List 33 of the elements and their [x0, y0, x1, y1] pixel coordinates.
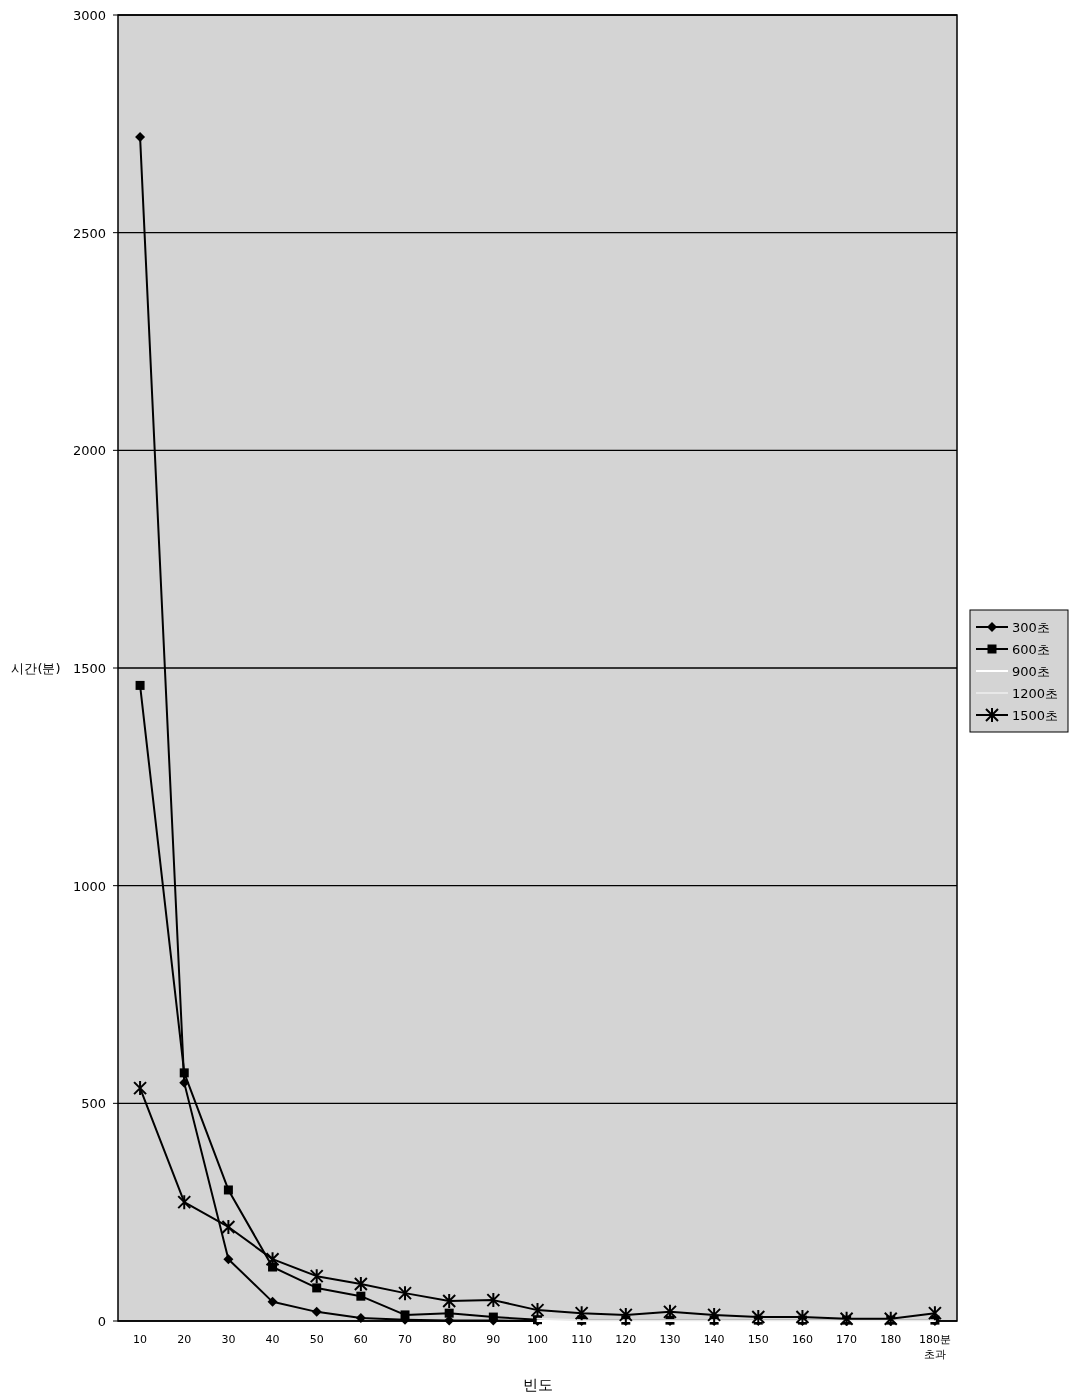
x-tick-label: 170 — [836, 1333, 858, 1346]
x-tick-label: 20 — [177, 1333, 192, 1346]
y-tick-label: 3000 — [72, 8, 106, 23]
legend-label: 1200초 — [1012, 686, 1059, 701]
x-tick-label: 140 — [703, 1333, 725, 1346]
y-tick-label: 1500 — [72, 661, 106, 676]
y-tick-label: 2500 — [72, 225, 106, 241]
y-tick-label: 1000 — [72, 878, 106, 894]
x-tick-label: 180분 초과 — [918, 1333, 951, 1361]
x-tick-label: 10 — [133, 1333, 148, 1346]
x-tick-label: 30 — [221, 1333, 236, 1346]
y-tick-label: 0 — [97, 1314, 106, 1329]
legend-label: 1500초 — [1012, 708, 1059, 723]
x-tick-label: 70 — [398, 1333, 413, 1346]
x-tick-label: 160 — [791, 1333, 813, 1346]
x-tick-label: 130 — [659, 1333, 681, 1346]
legend-label: 600초 — [1012, 642, 1050, 657]
x-tick-label: 90 — [486, 1333, 501, 1346]
legend-label: 300초 — [1012, 620, 1050, 635]
x-tick-label: 120 — [615, 1333, 637, 1346]
x-tick-label: 110 — [571, 1333, 593, 1346]
x-tick-label: 60 — [353, 1333, 368, 1346]
x-axis-title: 빈도 — [522, 1376, 553, 1394]
x-tick-label: 50 — [309, 1333, 324, 1346]
legend-label: 900초 — [1012, 664, 1050, 679]
x-tick-label: 180 — [880, 1333, 902, 1346]
x-tick-label: 150 — [747, 1333, 769, 1346]
x-tick-label: 80 — [442, 1333, 457, 1346]
y-axis-title: 시간(분) — [11, 661, 61, 676]
y-tick-label: 2000 — [72, 443, 106, 459]
x-tick-label: 100 — [527, 1333, 548, 1346]
x-tick-label: 40 — [265, 1333, 280, 1346]
y-tick-label: 500 — [81, 1096, 106, 1112]
